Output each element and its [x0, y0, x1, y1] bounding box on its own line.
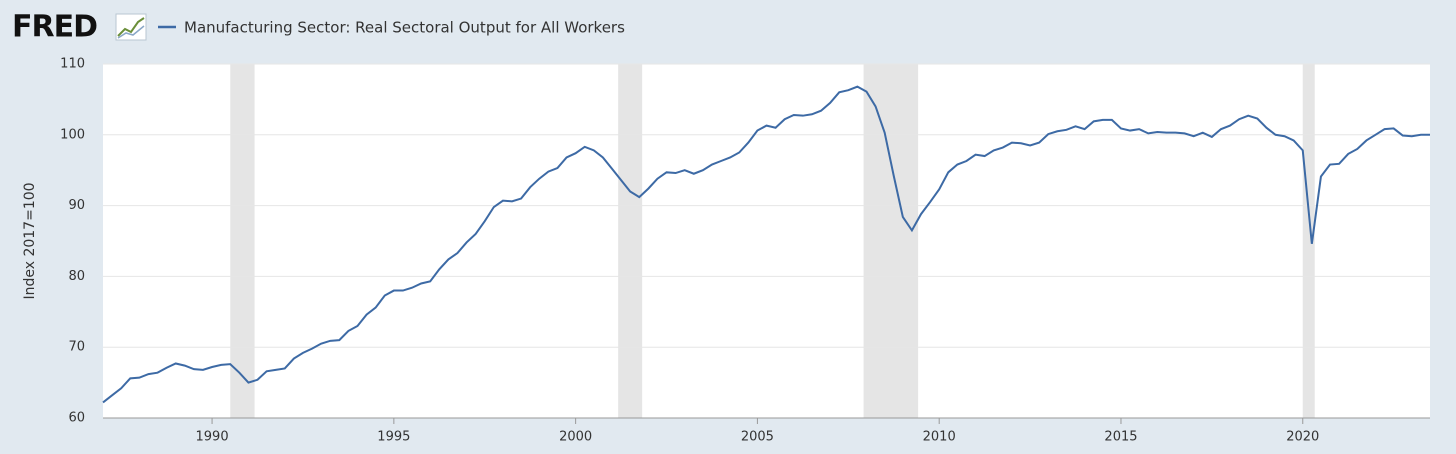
y-tick-label: 110 [60, 57, 85, 72]
x-tick-label: 1990 [196, 430, 229, 445]
recession-band [863, 64, 919, 418]
x-tick-label: 2005 [741, 430, 774, 445]
x-tick-label: 2010 [923, 430, 956, 445]
y-tick-label: 90 [68, 198, 85, 213]
plot-area [103, 64, 1430, 418]
recession-band [618, 64, 643, 418]
y-tick-label: 60 [68, 411, 85, 426]
series-line [102, 85, 1430, 404]
logo-icon [115, 13, 147, 41]
y-tick-label: 100 [60, 127, 85, 142]
y-tick-label: 80 [68, 269, 85, 284]
recession-band [230, 64, 255, 418]
x-tick-label: 1995 [377, 430, 410, 445]
logo: FRED [12, 10, 97, 45]
recession-band [1302, 64, 1315, 418]
y-tick-label: 70 [68, 340, 85, 355]
y-axis-label: Index 2017=100 [22, 182, 38, 299]
x-tick-label: 2000 [559, 430, 592, 445]
x-tick-label: 2020 [1286, 430, 1319, 445]
x-tick-label: 2015 [1104, 430, 1137, 445]
legend-label: Manufacturing Sector: Real Sectoral Outp… [184, 19, 625, 37]
